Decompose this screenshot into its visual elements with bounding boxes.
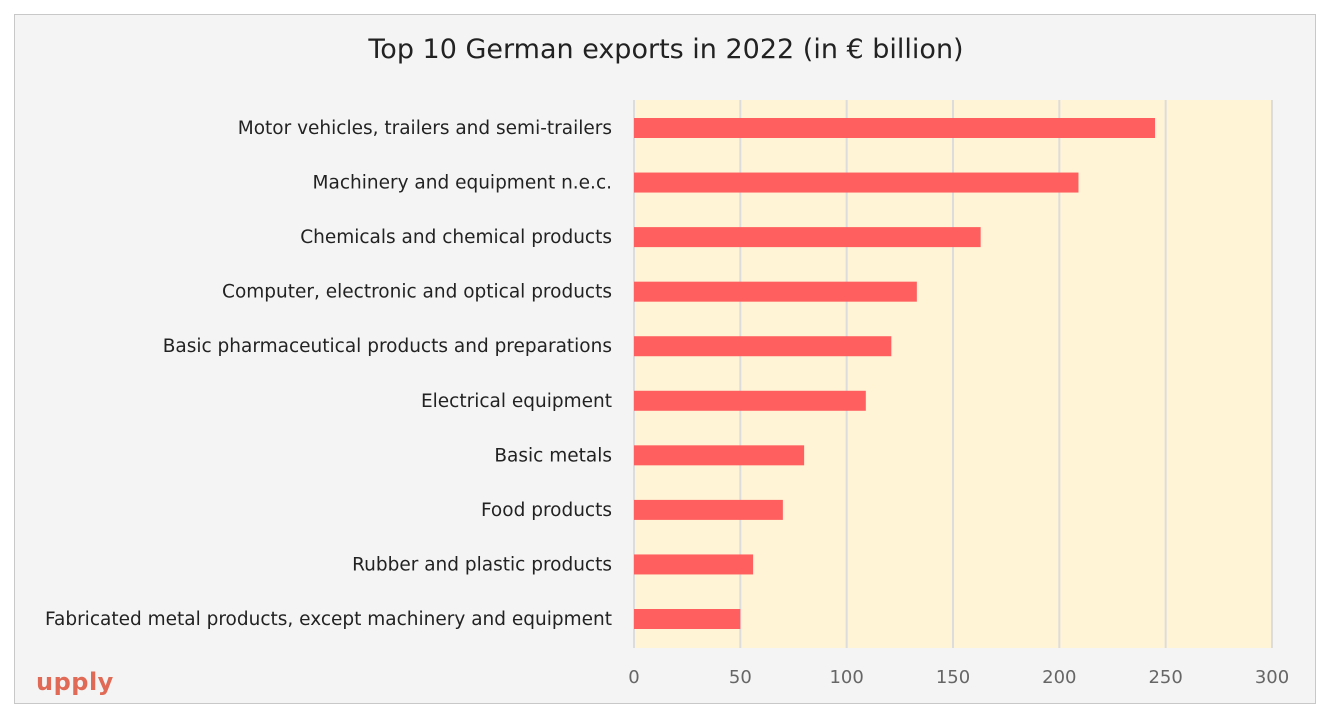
bar: [634, 390, 866, 411]
x-tick-label: 250: [1148, 667, 1182, 688]
chart-title: Top 10 German exports in 2022 (in € bill…: [368, 34, 964, 65]
category-label: Rubber and plastic products: [352, 554, 612, 575]
bar: [634, 227, 981, 248]
category-label: Fabricated metal products, except machin…: [45, 609, 612, 630]
bar: [634, 336, 892, 357]
category-label: Basic metals: [494, 445, 612, 466]
category-label: Chemicals and chemical products: [300, 227, 612, 248]
bar: [634, 172, 1079, 193]
x-tick-label: 300: [1255, 667, 1289, 688]
bar: [634, 499, 783, 520]
category-label: Electrical equipment: [421, 391, 612, 412]
bar: [634, 445, 805, 466]
x-tick-label: 50: [729, 667, 752, 688]
x-tick-label: 200: [1042, 667, 1076, 688]
category-label: Motor vehicles, trailers and semi-traile…: [238, 118, 612, 139]
x-tick-label: 150: [936, 667, 970, 688]
bar: [634, 118, 1156, 138]
category-label: Computer, electronic and optical product…: [222, 282, 612, 303]
x-tick-label: 0: [628, 667, 639, 688]
x-tick-label: 100: [829, 667, 863, 688]
bar: [634, 609, 741, 629]
upply-logo: upply: [36, 668, 114, 696]
category-label: Machinery and equipment n.e.c.: [313, 173, 612, 194]
category-label: Basic pharmaceutical products and prepar…: [163, 336, 612, 357]
category-label: Food products: [481, 500, 612, 521]
bar: [634, 554, 754, 575]
bar: [634, 281, 917, 302]
